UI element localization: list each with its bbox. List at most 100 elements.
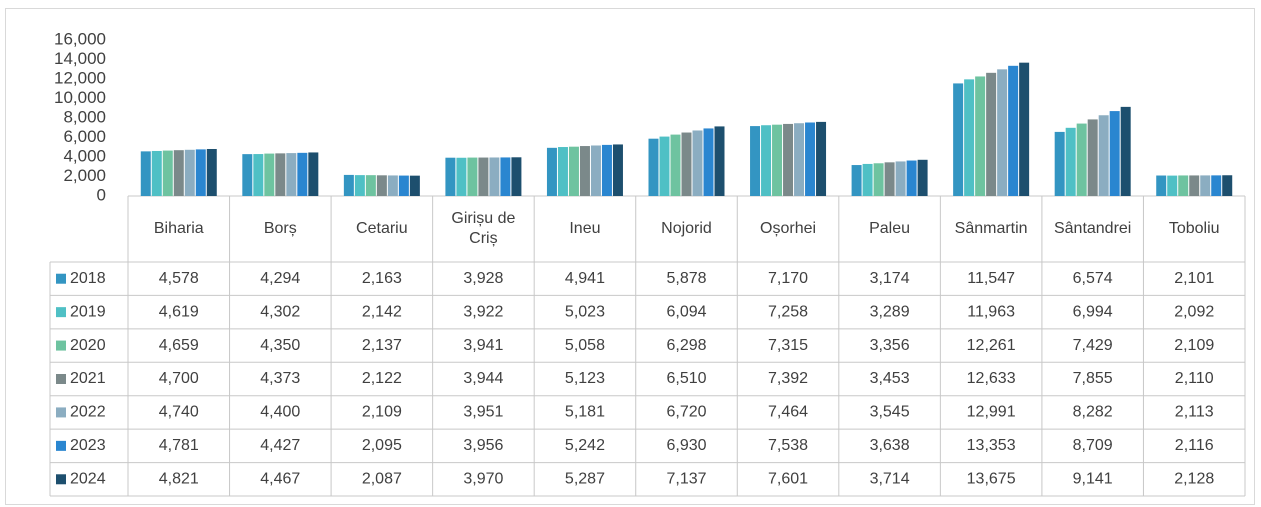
bar	[772, 124, 783, 196]
bar	[579, 146, 590, 196]
y-tick-label: 6,000	[63, 127, 106, 146]
table-value: 7,464	[768, 404, 808, 421]
bar	[1098, 115, 1109, 196]
table-value: 6,994	[1073, 303, 1113, 320]
bar	[975, 76, 986, 196]
table-value: 5,287	[565, 471, 605, 488]
bar	[511, 157, 522, 196]
legend-label: 2019	[70, 303, 106, 320]
bar	[1222, 175, 1233, 196]
table-value: 3,956	[463, 437, 503, 454]
table-value: 4,659	[159, 337, 199, 354]
bar	[308, 152, 319, 196]
category-label: Borș	[263, 220, 297, 237]
category-label: Sântandrei	[1053, 220, 1132, 237]
legend-swatch	[56, 307, 66, 318]
bar	[783, 123, 794, 196]
bar	[1109, 111, 1120, 196]
category-label: Toboliu	[1168, 220, 1220, 237]
bar	[873, 163, 884, 196]
bar	[1087, 119, 1098, 196]
y-tick-label: 2,000	[63, 166, 106, 185]
table-value: 4,467	[260, 471, 300, 488]
bar	[692, 130, 703, 196]
bar	[184, 149, 195, 196]
bar	[151, 150, 162, 196]
table-value: 3,714	[870, 471, 910, 488]
category-cell: Sânmartin	[955, 220, 1028, 237]
table-value: 6,930	[666, 437, 706, 454]
table-value: 13,675	[967, 471, 1016, 488]
y-tick-label: 4,000	[63, 146, 106, 165]
table-value: 11,547	[967, 270, 1015, 287]
bar	[1120, 106, 1131, 196]
category-label: Girișu de Criș	[451, 210, 516, 247]
category-cell: Biharia	[154, 220, 204, 237]
table-value: 4,400	[260, 404, 300, 421]
table-value: 3,928	[463, 270, 503, 287]
bar	[500, 157, 511, 196]
bar	[206, 148, 217, 196]
category-cell: Cetariu	[356, 220, 408, 237]
table-value: 2,163	[362, 270, 402, 287]
category-cell: Nojorid	[661, 220, 712, 237]
bar	[275, 153, 286, 196]
table-value: 4,619	[159, 303, 199, 320]
table-value: 6,720	[666, 404, 706, 421]
legend-swatch	[56, 474, 66, 485]
bar	[670, 134, 681, 196]
bar	[917, 159, 928, 196]
legend-label: 2020	[70, 337, 106, 354]
category-cell: Oșorhei	[760, 220, 816, 237]
category-cell: Sântandrei	[1053, 220, 1132, 237]
table-value: 7,392	[768, 370, 808, 387]
table-value: 2,113	[1175, 404, 1214, 421]
bar	[895, 161, 906, 196]
bar	[467, 157, 478, 196]
legend-swatch	[56, 407, 66, 418]
bar	[805, 122, 816, 196]
table-value: 4,941	[565, 270, 605, 287]
table-value: 4,700	[159, 370, 199, 387]
bar	[242, 154, 253, 196]
table-value: 3,356	[870, 337, 910, 354]
bar	[343, 174, 354, 196]
table-value: 2,109	[1174, 337, 1214, 354]
table-value: 2,128	[1174, 471, 1214, 488]
bar	[1019, 62, 1030, 197]
legend-label: 2018	[70, 270, 106, 287]
category-label: Paleu	[869, 220, 911, 237]
table-value: 2,101	[1174, 270, 1214, 287]
table-value: 3,174	[870, 270, 910, 287]
bar	[659, 136, 670, 196]
table-value: 6,094	[666, 303, 706, 320]
table-value: 2,087	[362, 471, 402, 488]
bar	[794, 123, 805, 196]
table-value: 2,122	[362, 370, 402, 387]
bar	[354, 175, 365, 196]
table-value: 2,116	[1175, 437, 1214, 454]
category-label: Ineu	[569, 220, 601, 237]
table-value: 4,578	[159, 270, 199, 287]
bar	[590, 145, 601, 196]
table-value: 11,963	[967, 303, 1015, 320]
bar	[456, 157, 467, 196]
table-value: 3,951	[463, 404, 503, 421]
category-cell: Borș	[263, 220, 297, 237]
bar	[1156, 175, 1167, 196]
bar	[1076, 123, 1087, 196]
bar	[714, 126, 725, 196]
bar	[195, 149, 206, 196]
table-value: 4,350	[260, 337, 300, 354]
y-tick-label: 8,000	[63, 107, 106, 126]
bar	[612, 144, 623, 196]
table-value: 3,970	[463, 471, 503, 488]
table-value: 2,142	[362, 303, 402, 320]
bar	[387, 175, 398, 196]
legend-label: 2024	[70, 471, 106, 488]
y-tick-label: 14,000	[54, 49, 106, 68]
bar	[568, 146, 579, 196]
y-tick-label: 10,000	[54, 88, 106, 107]
y-tick-label: 16,000	[54, 29, 106, 48]
